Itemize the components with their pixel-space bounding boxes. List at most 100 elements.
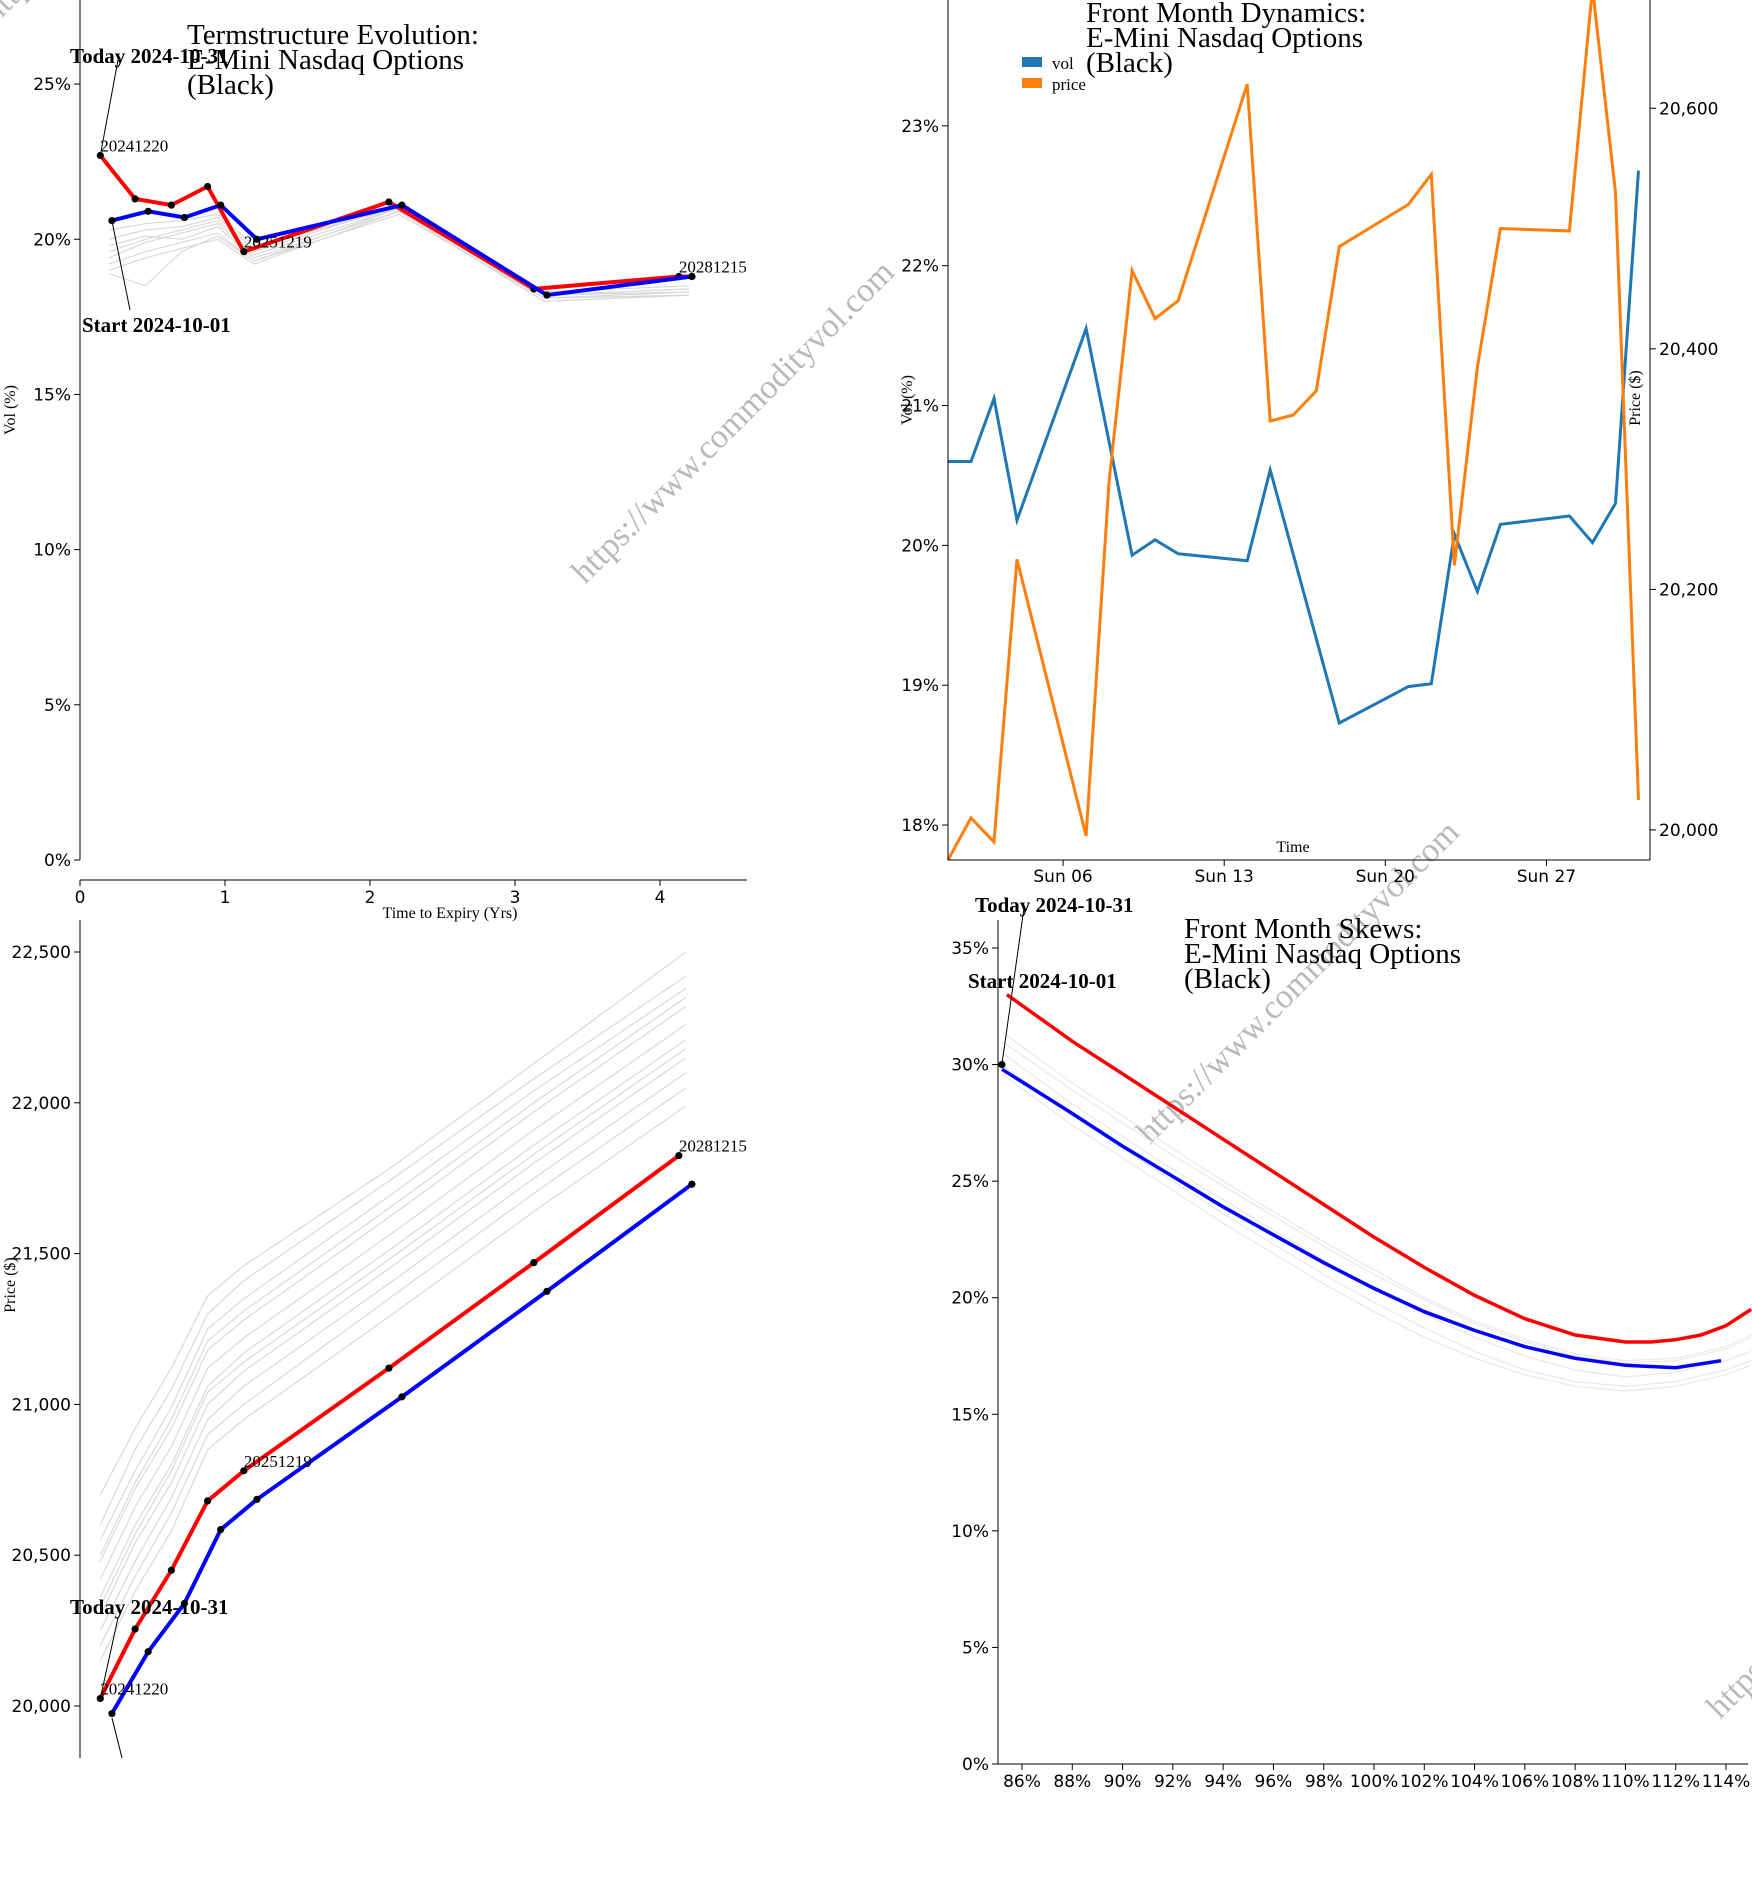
y-tick-label: 18% — [901, 816, 939, 836]
data-point — [204, 182, 212, 191]
y-tick-label: 23% — [901, 117, 939, 137]
legend-label-price: price — [1052, 75, 1086, 94]
series-line-start — [111, 202, 693, 298]
data-point — [398, 1393, 406, 1401]
legend-swatch-vol — [1022, 57, 1042, 67]
x-tick-label: 0 — [75, 888, 86, 908]
x-axis-title: Time to Expiry (Yrs) — [383, 905, 518, 922]
annotation-start: Start 2024-10-01 — [968, 969, 1117, 993]
history-lines — [99, 951, 687, 1662]
history-line — [99, 975, 687, 1526]
data-point — [217, 201, 225, 209]
history-line — [108, 213, 690, 299]
data-point — [180, 1599, 188, 1608]
series-line-today — [98, 1153, 681, 1700]
history-lines — [1001, 1031, 1752, 1392]
y-tick-label: 0% — [44, 851, 71, 871]
y2-axis-title: Price ($) — [1627, 370, 1644, 426]
x-tick-label: 94% — [1204, 1772, 1242, 1792]
x-tick-label: 96% — [1255, 1772, 1293, 1792]
history-line — [108, 210, 690, 302]
annotation-leader — [111, 1717, 123, 1759]
x-tick-label: 106% — [1501, 1772, 1550, 1792]
y-tick-label: 22% — [901, 257, 939, 277]
history-line — [99, 1023, 687, 1580]
history-line — [1001, 1031, 1752, 1362]
legend-swatch-price — [1022, 78, 1042, 88]
data-point — [144, 1648, 152, 1656]
y-tick-label: 21,000 — [12, 1395, 71, 1415]
point-label: 20251219 — [244, 233, 312, 252]
x-tick-label: 110% — [1601, 1772, 1650, 1792]
y-tick-label: 15% — [951, 1405, 989, 1425]
data-point — [240, 1467, 248, 1475]
x-tick-label: 102% — [1400, 1772, 1449, 1792]
x-tick-label: 114% — [1702, 1772, 1751, 1792]
x-tick-label: 112% — [1651, 1772, 1700, 1792]
history-line — [99, 1048, 687, 1607]
chart-title-line: Front Month Skews: — [1184, 913, 1422, 945]
history-line — [1001, 1064, 1752, 1387]
x-tick-label: 104% — [1450, 1772, 1499, 1792]
data-point — [240, 248, 248, 256]
annotation-today: Today 2024-10-31 — [975, 893, 1134, 917]
point-label: 20241220 — [100, 136, 168, 155]
y-tick-label: 15% — [33, 385, 71, 405]
data-point — [675, 1151, 683, 1160]
chart-title-line: E-Mini Nasdaq Options — [1086, 22, 1363, 54]
y-tick-label: 5% — [44, 696, 71, 716]
x-tick-label: 90% — [1104, 1772, 1142, 1792]
y-tick-label: 21,500 — [12, 1245, 71, 1265]
chart-title-line: (Black) — [1184, 963, 1271, 995]
history-line — [1001, 1073, 1752, 1392]
y-tick-label: 22,500 — [12, 943, 71, 963]
y-axis-title: Vol (%) — [899, 375, 916, 425]
x-tick-label: 2 — [365, 888, 376, 908]
history-line — [99, 1105, 687, 1662]
y2-tick-label: 20,000 — [1659, 821, 1718, 841]
chart-title-line: (Black) — [187, 69, 274, 101]
y-tick-label: 19% — [901, 676, 939, 696]
history-line — [99, 1057, 687, 1616]
x-tick-label: 108% — [1551, 1772, 1600, 1792]
x-axis-title: Time — [1276, 839, 1309, 856]
data-point — [144, 207, 152, 215]
y-tick-label: 0% — [962, 1755, 989, 1775]
data-point — [108, 1709, 116, 1718]
series-line-today — [98, 154, 692, 291]
history-line — [99, 996, 687, 1556]
x-tick-label: 100% — [1350, 1772, 1399, 1792]
x-tick-label: Sun 06 — [1033, 867, 1092, 887]
history-line — [99, 987, 687, 1541]
annotation-leader — [1001, 907, 1025, 1065]
forward-curve-chart: 20,000 20,500 21,000 21,500 22,000 22,500 Pric… — [2, 920, 747, 1759]
y-tick-label: 21% — [901, 397, 939, 417]
x-tick-label: 86% — [1003, 1772, 1041, 1792]
data-point — [167, 1566, 175, 1574]
x-tick-label: Sun 20 — [1356, 867, 1415, 887]
x-tick-label: 3 — [510, 888, 521, 908]
annotation-leader — [99, 59, 119, 156]
x-tick-label: 4 — [655, 888, 666, 908]
y-tick-label: 25% — [951, 1172, 989, 1192]
chart-title-line: Front Month Dynamics: — [1086, 0, 1366, 29]
data-point — [204, 1497, 212, 1505]
y-tick-label: 22,000 — [12, 1094, 71, 1114]
data-point — [385, 198, 393, 206]
history-line — [99, 951, 687, 1496]
data-point — [180, 213, 188, 222]
data-point — [108, 217, 116, 225]
x-tick-label: 1 — [220, 888, 231, 908]
data-point — [131, 195, 139, 203]
chart-title-line: Termstructure Evolution: — [187, 19, 479, 51]
data-point — [688, 272, 696, 281]
series-line-price — [946, 0, 1640, 861]
watermark-2: https://www.commodityvol.com — [1129, 814, 1466, 1151]
annotation-start: Start 2024-10-01 — [82, 313, 231, 337]
y2-tick-label: 20,200 — [1659, 580, 1718, 600]
data-point — [530, 1259, 538, 1267]
history-line — [99, 1072, 687, 1631]
data-point — [543, 1287, 551, 1295]
data-point — [217, 1525, 225, 1534]
y-tick-label: 25% — [33, 75, 71, 95]
